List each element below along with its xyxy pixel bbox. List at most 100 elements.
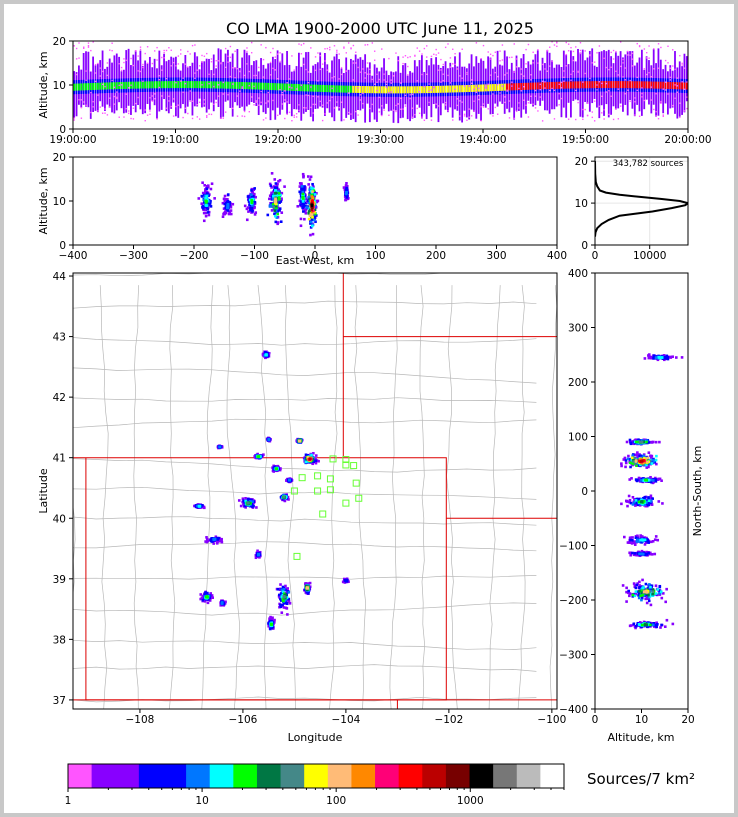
time-altitude-point (362, 92, 364, 95)
time-altitude-point (492, 54, 494, 57)
plan-view-source (279, 583, 282, 586)
time-altitude-point (281, 103, 284, 105)
time-altitude-point (298, 109, 300, 112)
east-west-source (276, 221, 280, 224)
time-altitude-point (487, 51, 489, 53)
east-west-source (272, 194, 275, 198)
time-altitude-point (97, 94, 99, 96)
time-altitude-ylabel: Altitude, km (37, 51, 50, 118)
time-altitude-point (215, 101, 217, 104)
time-altitude-point (605, 91, 608, 93)
altitude-tick-label: 10 (575, 198, 588, 210)
time-altitude-point (165, 49, 168, 52)
time-altitude-point (454, 88, 456, 90)
time-altitude-point (139, 70, 142, 73)
time-altitude-point (359, 94, 362, 96)
time-altitude-point (634, 97, 636, 99)
time-altitude-point (149, 97, 151, 99)
time-altitude-point (591, 111, 594, 113)
time-altitude-point (310, 106, 312, 109)
time-altitude-point (291, 87, 293, 89)
time-altitude-point (246, 47, 248, 49)
east-west-source (226, 199, 230, 203)
plan-view-source (287, 597, 291, 601)
time-altitude-point (589, 54, 591, 56)
time-altitude-point (106, 62, 109, 64)
time-altitude-point (499, 50, 501, 52)
time-altitude-point (355, 110, 357, 113)
plan-view-source (244, 499, 247, 503)
time-altitude-point (579, 52, 582, 55)
time-altitude-point (449, 57, 452, 59)
time-altitude-point (118, 116, 120, 118)
time-altitude-point (383, 73, 385, 75)
east-west-source (299, 217, 303, 221)
time-altitude-point (624, 67, 627, 69)
lma-figure: CO LMA 1900-2000 UTC June 11, 2025 19:00… (37, 19, 712, 807)
time-altitude-point (558, 83, 560, 86)
time-altitude-point (118, 63, 120, 65)
time-altitude-point (101, 83, 104, 86)
east-west-source (313, 193, 317, 196)
time-altitude-point (144, 119, 146, 122)
time-altitude-point (146, 114, 149, 116)
histogram-panel: 343,782 sources 0 10000 0 10 20 (575, 156, 689, 262)
time-altitude-point (444, 101, 447, 104)
time-altitude-point (546, 70, 549, 72)
county-line (354, 285, 367, 709)
time-altitude-point (85, 70, 87, 72)
time-altitude-point (85, 79, 87, 82)
east-west-source (299, 201, 303, 205)
time-altitude-point (447, 110, 449, 112)
time-altitude-point (168, 47, 170, 49)
plan-view-source (314, 457, 317, 461)
time-altitude-point (676, 77, 679, 79)
east-west-source (203, 184, 207, 187)
time-altitude-point (120, 69, 123, 72)
time-altitude-point (229, 45, 232, 48)
east-west-source (306, 175, 310, 178)
time-altitude-point (149, 110, 151, 112)
time-altitude-point (340, 73, 343, 76)
lma-station-marker (329, 455, 337, 463)
time-altitude-point (279, 52, 281, 54)
east-west-source (205, 195, 208, 198)
time-altitude-point (452, 48, 454, 50)
county-line (99, 285, 109, 709)
county-line (133, 285, 140, 709)
time-altitude-point (525, 48, 527, 51)
plan-view-source (287, 590, 291, 594)
plan-view-source (242, 502, 245, 506)
time-altitude-point (156, 118, 158, 120)
time-altitude-point (366, 43, 369, 46)
time-altitude-point (206, 116, 208, 118)
time-altitude-point (572, 70, 575, 73)
time-altitude-point (326, 102, 329, 104)
time-altitude-point (321, 104, 324, 106)
time-altitude-point (641, 87, 643, 89)
time-altitude-point (409, 56, 411, 58)
plan-view-source (204, 595, 208, 599)
east-west-source (274, 194, 277, 197)
time-altitude-point (541, 63, 544, 66)
time-altitude-point (376, 89, 378, 92)
time-altitude-point (504, 74, 506, 76)
east-west-source (308, 188, 312, 191)
lma-station-marker (293, 552, 301, 560)
time-altitude-point (686, 81, 688, 83)
time-altitude-point (395, 52, 397, 54)
time-altitude-point (83, 47, 85, 50)
east-west-source (313, 211, 316, 214)
east-west-source (202, 211, 206, 215)
north-south-source (666, 357, 670, 361)
time-altitude-point (154, 98, 156, 100)
time-altitude-point (154, 93, 156, 95)
time-altitude-point (397, 103, 400, 105)
time-altitude-point (314, 103, 317, 106)
time-altitude-point (99, 75, 102, 77)
plan-view-source (271, 627, 275, 630)
time-altitude-point (331, 87, 333, 90)
lma-station-marker (342, 499, 350, 507)
east-west-source (307, 193, 311, 197)
time-altitude-point (558, 92, 560, 95)
